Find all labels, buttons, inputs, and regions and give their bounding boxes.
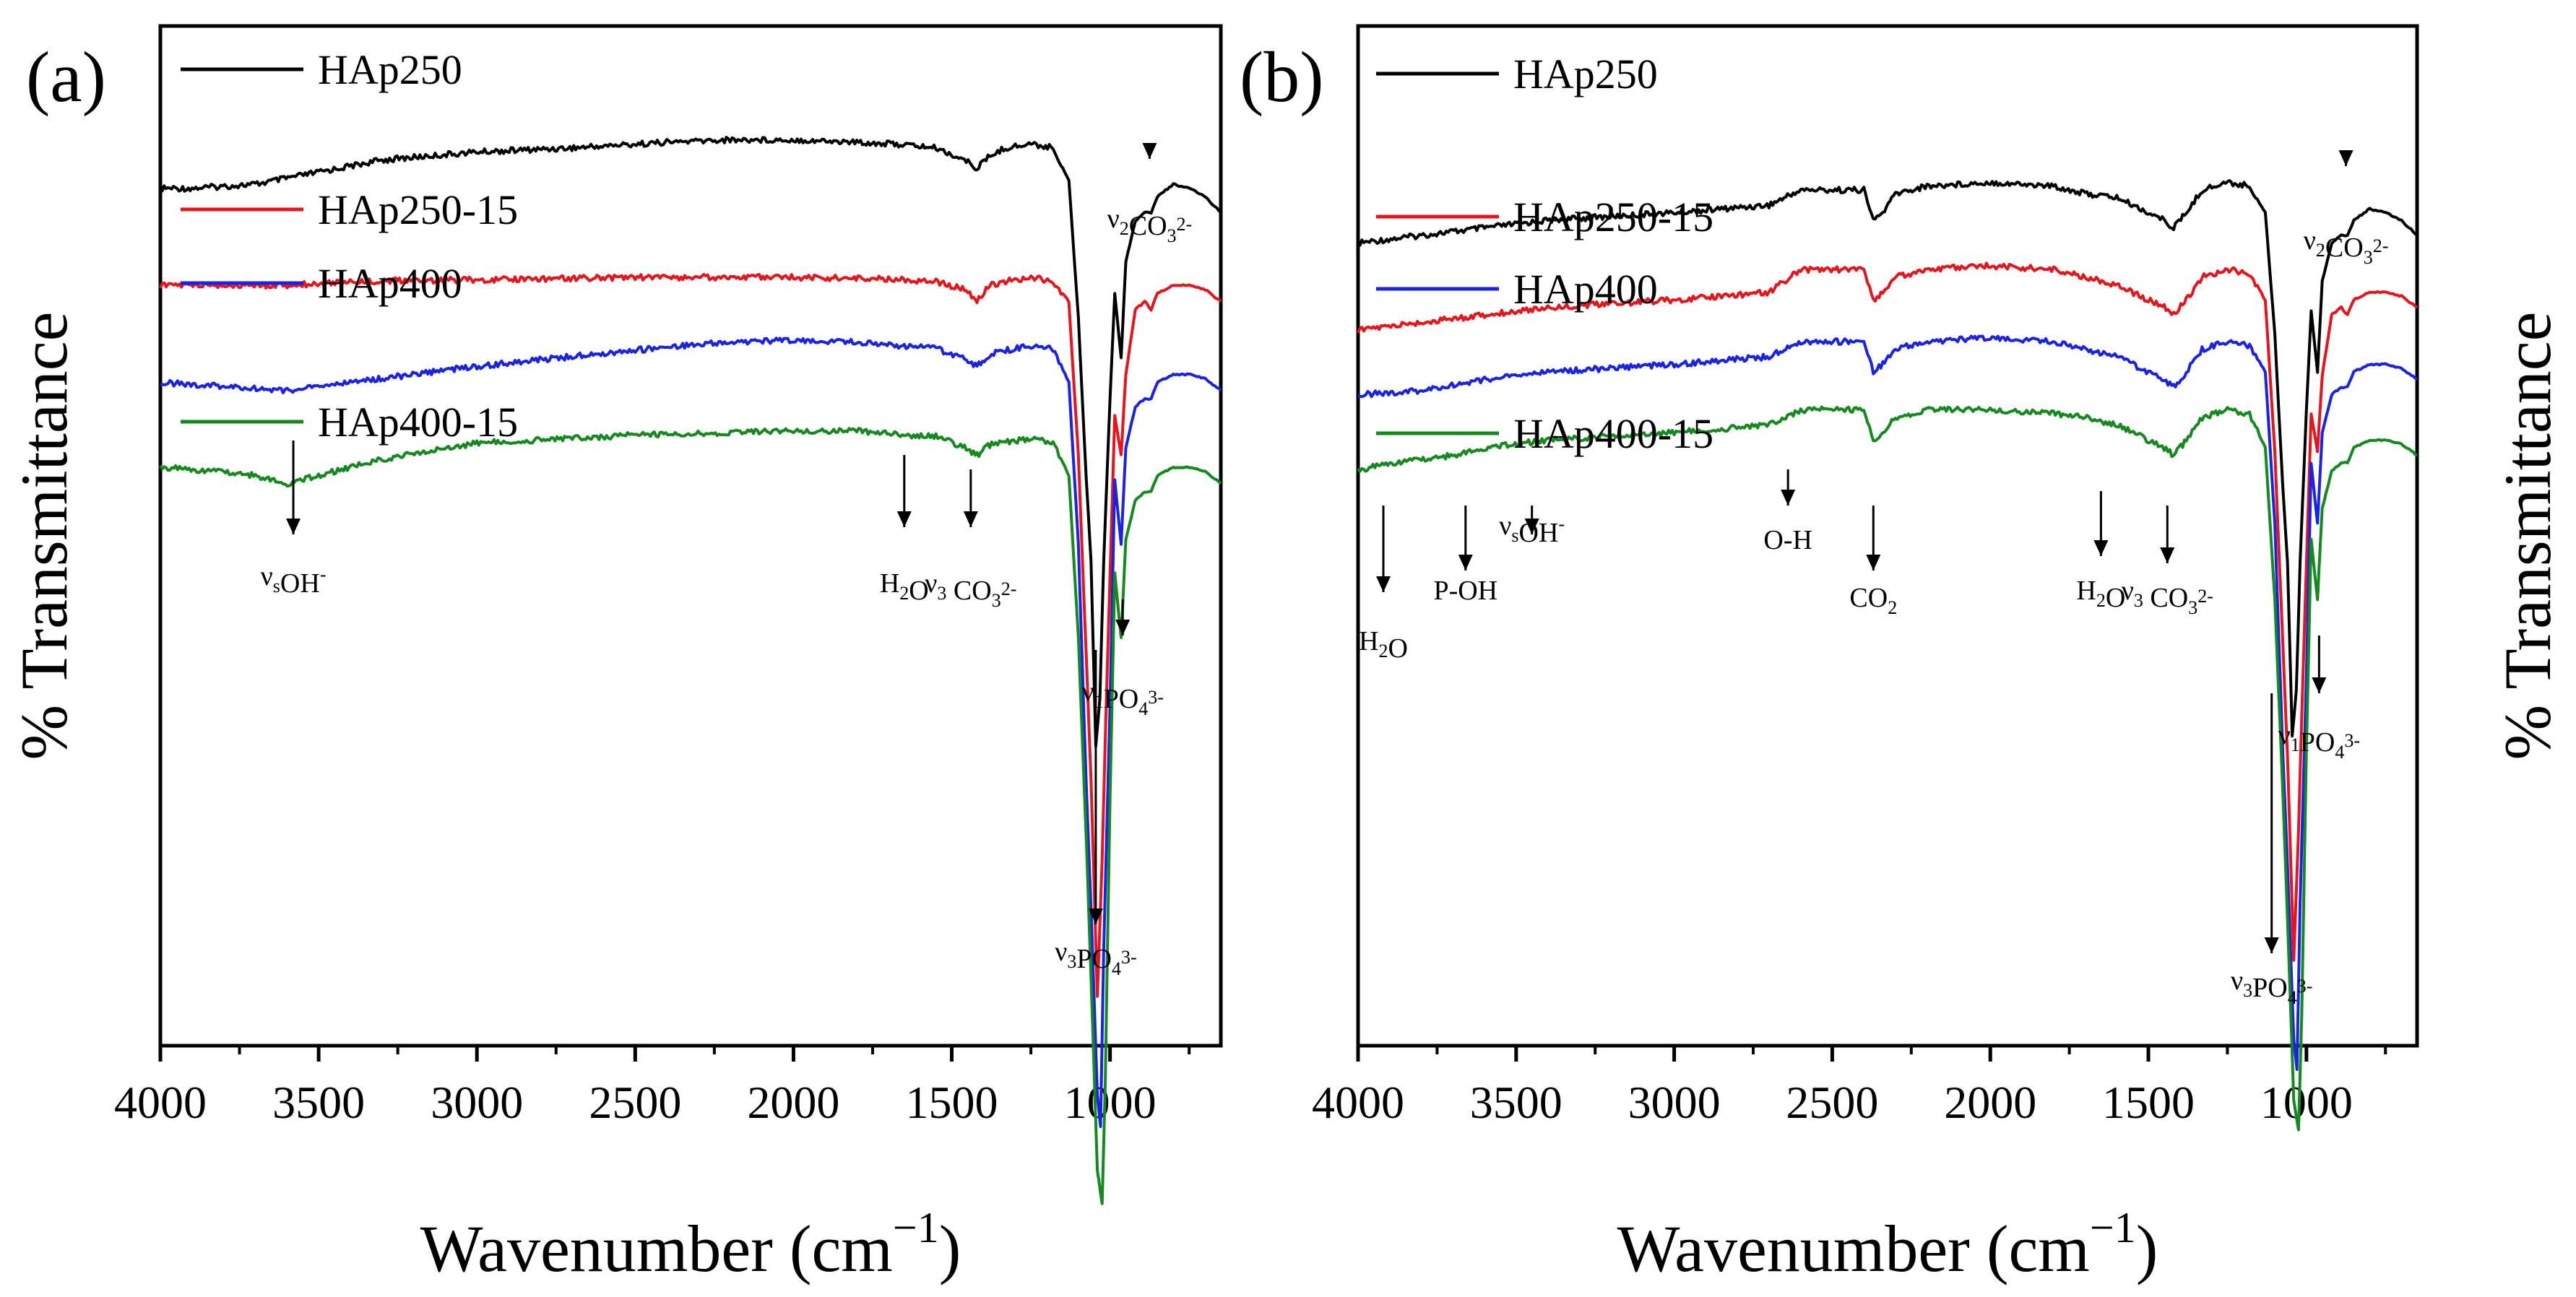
series-line-hap400-15 [159, 427, 1222, 1205]
annotation-label: ν2CO32- [2304, 225, 2389, 268]
legend-label: HAp250-15 [1513, 194, 1713, 240]
annotation-arrowhead [286, 519, 301, 534]
panel-a-y-axis-title: % Transmittance [7, 312, 81, 760]
x-tick-label: 3000 [1628, 1077, 1721, 1128]
panel-b-y-axis-title: % Transmittance [2491, 312, 2564, 760]
x-tick-label: 3500 [272, 1077, 365, 1128]
annotation-label: ν3 CO32- [925, 568, 1016, 611]
annotation-label: νsOH- [1499, 511, 1565, 548]
annotation-arrowhead [2264, 937, 2279, 953]
panel-a: (a) 4000 3500 3000 2500 2000 1500 1000 HAp250H… [7, 24, 1223, 1285]
annotation-arrowhead [896, 511, 912, 527]
panel-a-x-ticks: 4000 3500 3000 2500 2000 1500 1000 [114, 1046, 1191, 1128]
annotation-label: P-OH [1433, 576, 1497, 606]
legend-label: HAp250 [318, 46, 462, 93]
annotation-label: ν3 CO32- [2122, 576, 2213, 618]
annotation-arrowhead [1781, 490, 1796, 506]
panel-b-series [1357, 179, 2419, 1132]
annotation-arrowhead [2093, 540, 2109, 556]
x-tick-label: 3000 [431, 1077, 523, 1128]
series-line-hap400 [160, 337, 1222, 1128]
panel-a-series [159, 136, 1222, 1205]
annotation-arrowhead [1142, 143, 1157, 159]
panel-b: (b) 4000 3500 3000 2500 2000 1500 1000 HAp250H… [1240, 24, 2564, 1285]
panel-a-legend: HAp250 HAp250-15 HAp400 HAp400-15 [181, 46, 518, 446]
panel-b-letter: (b) [1240, 37, 1324, 117]
panel-a-x-axis-title: Wavenumber (cm−1) [420, 1204, 961, 1285]
series-line-hap250 [159, 136, 1222, 748]
panel-a-plot-frame [158, 24, 1223, 1048]
annotation-arrowhead [2312, 677, 2327, 693]
x-tick-label: 2000 [747, 1077, 839, 1128]
annotation-label: ν3PO43- [2231, 966, 2312, 1008]
legend-label: HAp400 [318, 260, 462, 307]
annotation-arrowhead [1088, 908, 1103, 924]
series-line-hap250 [1357, 179, 2419, 738]
annotation-arrowhead [1115, 620, 1131, 636]
annotation-arrowhead [2160, 547, 2175, 563]
x-tick-label: 1000 [1064, 1077, 1157, 1128]
annotation-arrowhead [2338, 150, 2354, 166]
x-tick-label: 4000 [114, 1077, 207, 1128]
legend-label: HAp250 [1513, 51, 1658, 97]
panel-b-x-axis-title: Wavenumber (cm−1) [1617, 1204, 2158, 1285]
x-tick-label: 4000 [1312, 1077, 1404, 1128]
legend-label: HAp400 [1513, 266, 1658, 313]
x-tick-label: 1500 [906, 1077, 998, 1128]
legend-label: HAp400-15 [318, 399, 518, 446]
annotation-label: ν2CO32- [1107, 204, 1193, 246]
x-tick-label: 1000 [2260, 1077, 2353, 1128]
panel-b-plot-frame [1356, 24, 2419, 1048]
annotation-arrowhead [1458, 555, 1473, 571]
annotation-label: νsOH- [261, 561, 327, 599]
annotation-label: CO2 [1849, 583, 1897, 618]
annotation-arrowhead [1866, 555, 1881, 571]
x-tick-label: 2000 [1944, 1077, 2036, 1128]
panel-b-x-ticks: 4000 3500 3000 2500 2000 1500 1000 [1312, 1046, 2387, 1128]
x-tick-label: 3500 [1470, 1077, 1563, 1128]
x-tick-label: 2500 [1786, 1077, 1878, 1128]
panel-a-letter: (a) [26, 37, 106, 117]
annotation-arrowhead [963, 511, 978, 527]
x-tick-label: 1500 [2102, 1077, 2195, 1128]
series-line-hap250-15 [159, 273, 1222, 998]
annotation-label: ν1PO43- [1081, 677, 1163, 719]
annotation-arrowhead [1524, 519, 1539, 534]
series-line-hap250-15 [1357, 261, 2419, 962]
panel-b-legend: HAp250 HAp250-15 HAp400 HAp400-15 [1376, 51, 1713, 457]
annotation-arrowhead [1376, 576, 1391, 592]
legend-label: HAp400-15 [1513, 410, 1713, 457]
annotation-label: ν3PO43- [1055, 937, 1136, 979]
annotation-label: ν1PO43- [2278, 720, 2360, 763]
series-line-hap400-15 [1357, 405, 2418, 1132]
legend-label: HAp250-15 [318, 186, 518, 233]
series-line-hap400 [1357, 334, 2419, 1071]
annotation-label: O-H [1763, 525, 1812, 555]
annotation-label: H2O [880, 568, 929, 606]
x-tick-label: 2500 [589, 1077, 681, 1128]
annotation-label: H2O [2076, 576, 2125, 613]
annotation-label: H2O [1359, 626, 1408, 664]
